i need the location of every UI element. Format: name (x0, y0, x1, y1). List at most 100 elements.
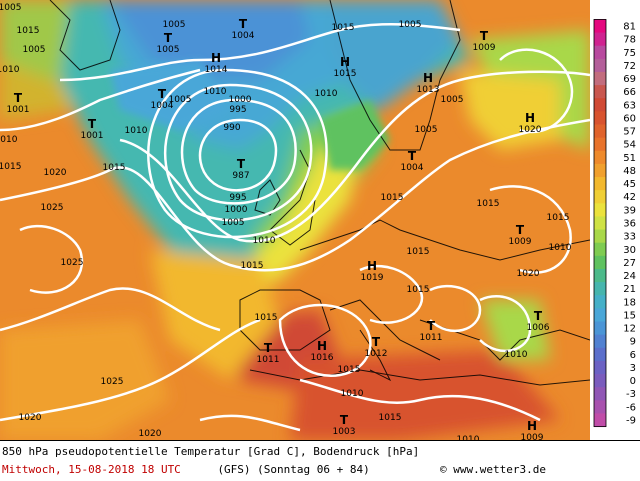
low-pressure-letter: T (239, 17, 248, 31)
pressure-center-value: 1001 (7, 105, 30, 115)
low-pressure-letter: T (534, 309, 543, 323)
isobar-label: 1015 (477, 199, 500, 209)
high-pressure-letter: H (525, 111, 535, 125)
scale-tick-label: 75 (623, 48, 636, 59)
pressure-center-value: 1011 (257, 355, 280, 365)
isobar-label: 995 (229, 105, 246, 115)
scale-tick-label: 33 (623, 232, 636, 243)
isobar-label: 1015 (381, 193, 404, 203)
scale-swatch (594, 282, 606, 296)
isobar-label: 1015 (379, 413, 402, 423)
scale-swatch (594, 190, 606, 204)
scale-swatch (594, 334, 606, 349)
isobars (0, 22, 590, 432)
pressure-center-value: 1003 (333, 427, 356, 437)
pressure-center-value: 1001 (81, 131, 104, 141)
pressure-center-value: 1020 (519, 125, 542, 135)
isobar-label: 1005 (0, 3, 21, 13)
scale-swatch (594, 19, 606, 34)
isobar-label: 1020 (517, 269, 540, 279)
scale-swatch (594, 32, 606, 47)
scale-swatch (594, 85, 606, 99)
scale-tick-label: 54 (623, 140, 636, 151)
low-pressure-letter: T (516, 223, 525, 237)
scale-swatch (594, 255, 606, 270)
scale-tick-label: 36 (623, 219, 636, 230)
scale-tick-label: 72 (623, 61, 636, 72)
scale-tick-label: 42 (623, 192, 636, 203)
isobar-label: 1015 (407, 247, 430, 257)
scale-tick-label: 69 (623, 74, 636, 85)
scale-swatch (594, 163, 606, 178)
pressure-center-value: 1004 (401, 163, 424, 173)
isobar-label: 1010 (505, 350, 528, 360)
scale-swatch (594, 58, 606, 73)
footer-copyright: © www.wetter3.de (440, 463, 546, 476)
footer: 850 hPa pseudopotentielle Temperatur [Gr… (0, 440, 640, 481)
scale-tick-label: 21 (623, 284, 636, 295)
scale-tick-label: -9 (626, 416, 636, 427)
high-pressure-letter: H (527, 419, 537, 433)
low-pressure-letter: T (427, 319, 436, 333)
isobar-label: 1010 (457, 435, 480, 440)
isobar-label: 1015 (255, 313, 278, 323)
scale-swatch (594, 98, 606, 112)
isobar-label: 995 (229, 193, 246, 203)
pressure-center-value: 1016 (311, 353, 334, 363)
isobar-label: 990 (223, 123, 240, 133)
isobar-label: 1015 (0, 162, 21, 172)
scale-swatch (594, 71, 606, 86)
high-pressure-letter: H (367, 259, 377, 273)
isobar-label: 1025 (101, 377, 124, 387)
pressure-center-value: 1004 (151, 101, 174, 111)
scale-swatch (594, 387, 606, 401)
isobar-label: 1005 (169, 95, 192, 105)
high-pressure-letter: H (211, 51, 221, 65)
color-scale: 8178757269666360575451484542393633302724… (593, 19, 636, 428)
high-pressure-letter: H (317, 339, 327, 353)
scale-tick-label: 81 (623, 22, 636, 33)
scale-swatch (594, 150, 606, 165)
scale-tick-label: 57 (623, 127, 636, 138)
scale-swatch (594, 177, 606, 191)
scale-tick-label: 78 (623, 35, 636, 46)
scale-tick-label: 12 (623, 324, 636, 335)
low-pressure-letter: T (340, 413, 349, 427)
pressure-center-value: 1013 (417, 85, 440, 95)
isobar-label: 1010 (125, 126, 148, 136)
scale-swatch (594, 268, 606, 283)
scale-swatch (594, 203, 606, 217)
low-pressure-letter: T (264, 341, 273, 355)
isobar-label: 1005 (222, 218, 245, 228)
scale-tick-label: 3 (630, 363, 636, 374)
pressure-center-value: 1012 (365, 349, 388, 359)
isobar-label: 1015 (332, 23, 355, 33)
isobar-label: 1010 (204, 87, 227, 97)
pressure-center-value: 987 (232, 171, 249, 181)
scale-tick-label: 0 (630, 376, 636, 387)
scale-swatch (594, 413, 606, 428)
low-pressure-letter: T (408, 149, 417, 163)
scale-tick-label: 9 (630, 337, 636, 348)
scale-swatch (594, 308, 606, 322)
scale-tick-label: 39 (623, 205, 636, 216)
scale-tick-label: 48 (623, 166, 636, 177)
isobar-label: 1010 (549, 243, 572, 253)
isobar-label: 1020 (44, 168, 67, 178)
scale-tick-label: 45 (623, 179, 636, 190)
isobar-label: 1005 (163, 20, 186, 30)
high-pressure-letter: H (423, 71, 433, 85)
pressure-center-value: 1014 (205, 65, 228, 75)
isobar-label: 1015 (103, 163, 126, 173)
field-cold-core (110, 0, 310, 80)
scale-outline (593, 19, 607, 427)
low-pressure-letter: T (88, 117, 97, 131)
weather-map: 1015100510101005101510051005101010101005… (0, 0, 590, 440)
pressure-centers: T1005T1004H1014H1015T1009T1001T1001T1004… (7, 17, 550, 440)
pressure-center-value: 1015 (334, 69, 357, 79)
scale-swatch (594, 124, 606, 139)
isobar-label: 1010 (0, 135, 18, 145)
high-pressure-letter: H (340, 55, 350, 69)
scale-tick-label: 15 (623, 310, 636, 321)
low-pressure-letter: T (164, 31, 173, 45)
